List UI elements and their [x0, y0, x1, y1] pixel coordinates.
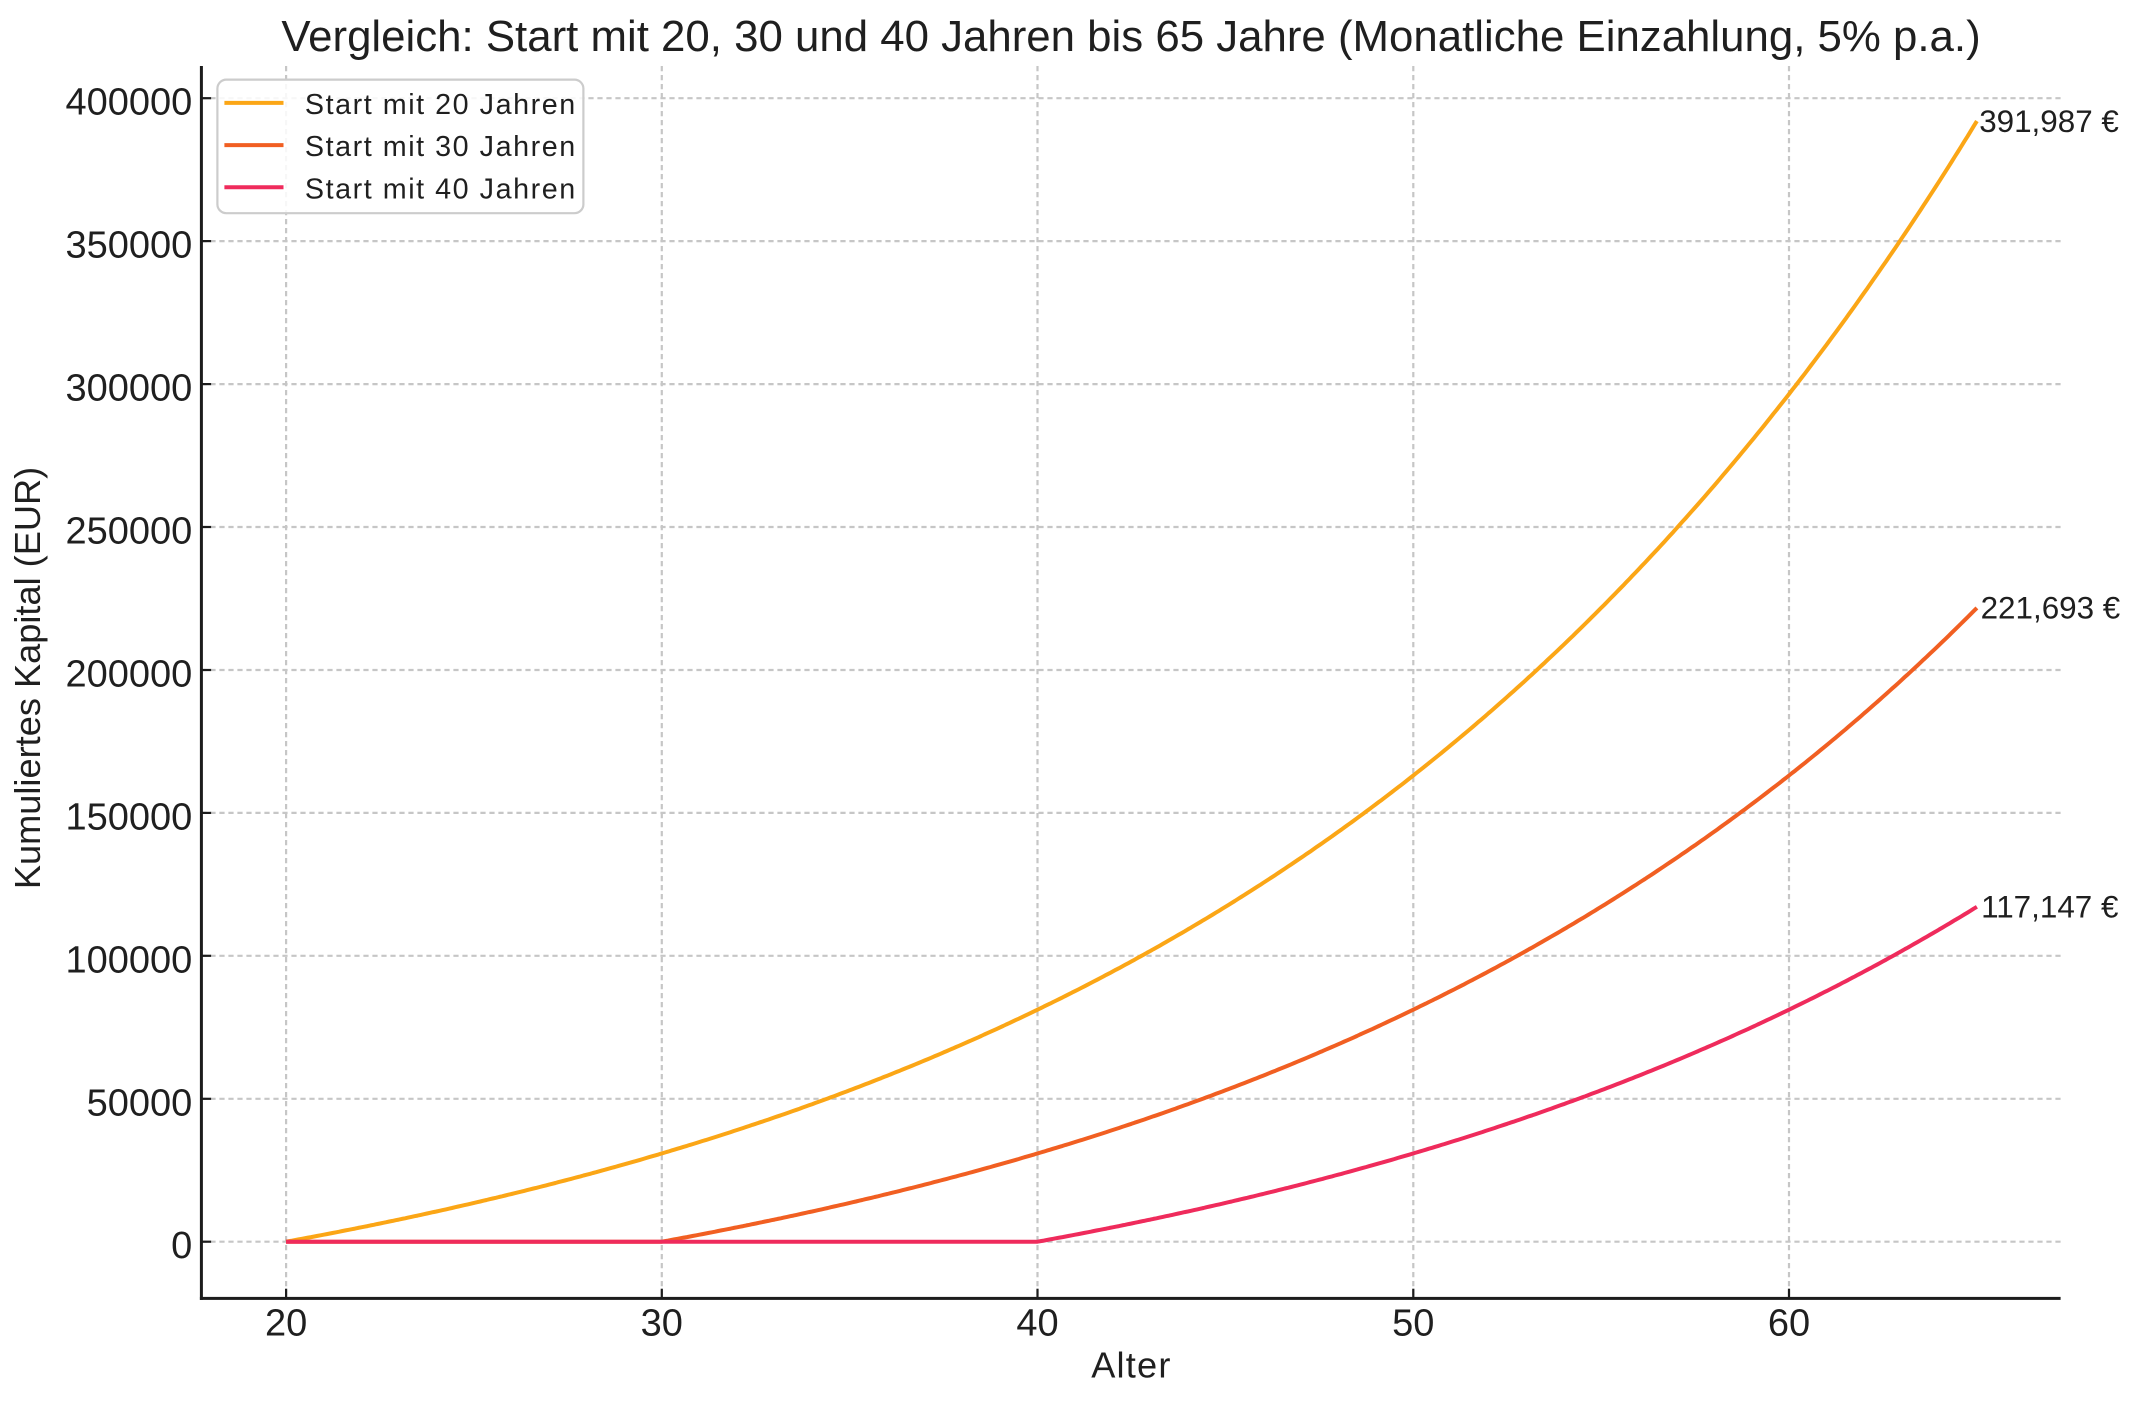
svg-text:117,147 €: 117,147 €: [1981, 889, 2119, 924]
svg-text:100000: 100000: [65, 939, 192, 981]
svg-text:221,693 €: 221,693 €: [1981, 590, 2121, 625]
svg-text:30: 30: [641, 1303, 683, 1345]
svg-text:250000: 250000: [65, 511, 192, 553]
svg-text:40: 40: [1016, 1303, 1058, 1345]
svg-text:0: 0: [171, 1225, 192, 1267]
svg-text:Kumuliertes Kapital (EUR): Kumuliertes Kapital (EUR): [7, 467, 48, 889]
svg-text:350000: 350000: [65, 225, 192, 267]
svg-text:Start mit 30 Jahren: Start mit 30 Jahren: [305, 131, 577, 163]
svg-text:400000: 400000: [65, 82, 192, 124]
svg-text:50000: 50000: [87, 1082, 193, 1124]
svg-text:391,987 €: 391,987 €: [1979, 104, 2119, 139]
svg-text:60: 60: [1768, 1303, 1810, 1345]
svg-text:50: 50: [1392, 1303, 1434, 1345]
svg-text:Alter: Alter: [1091, 1345, 1171, 1386]
svg-text:Start mit 20 Jahren: Start mit 20 Jahren: [305, 89, 577, 121]
svg-text:150000: 150000: [65, 796, 192, 838]
svg-text:300000: 300000: [65, 368, 192, 410]
svg-text:20: 20: [265, 1303, 307, 1345]
svg-text:Start mit 40 Jahren: Start mit 40 Jahren: [305, 173, 577, 205]
svg-text:Vergleich: Start mit 20, 30 un: Vergleich: Start mit 20, 30 und 40 Jahre…: [281, 12, 1980, 61]
svg-text:200000: 200000: [65, 654, 192, 696]
